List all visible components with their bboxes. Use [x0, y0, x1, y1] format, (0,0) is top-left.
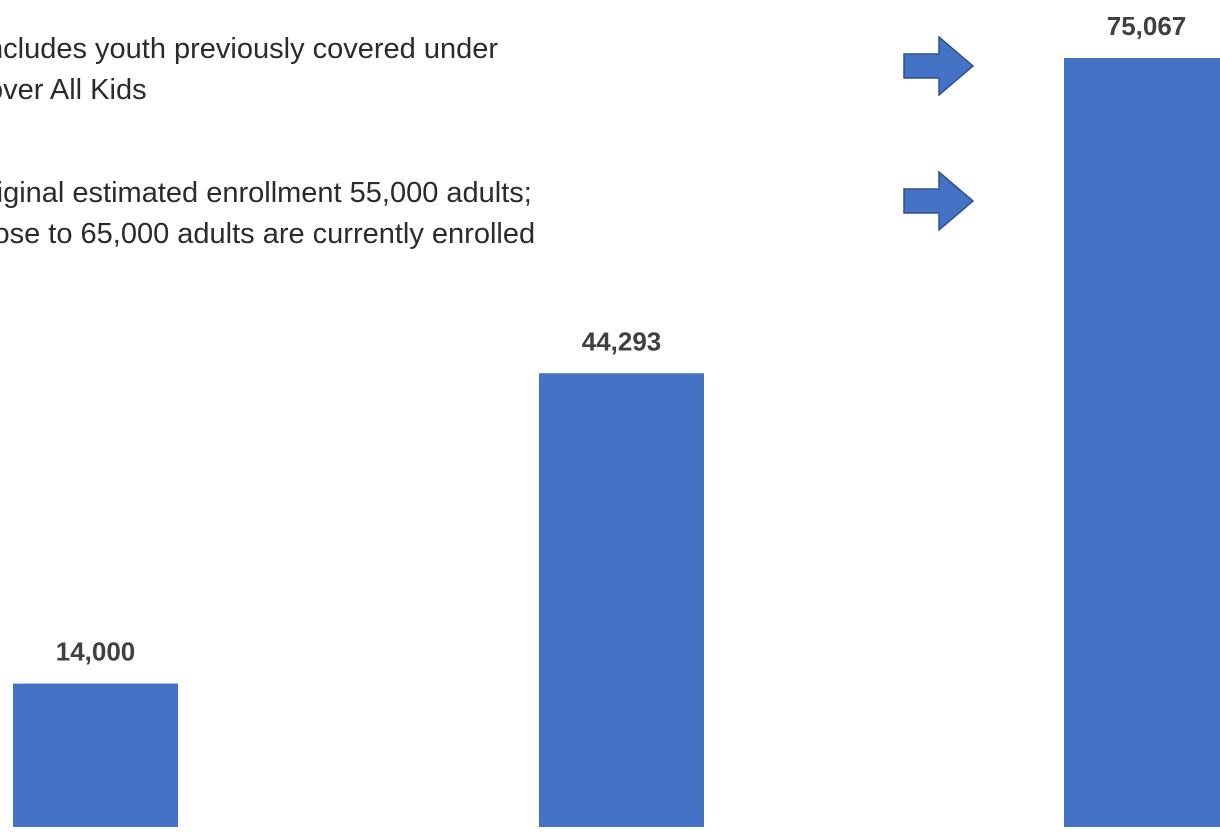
data-label-3: 75,067 [1107, 11, 1187, 41]
annotation-youth-coverage: ncludes youth previously covered under o… [0, 29, 498, 111]
data-label-2: 44,293 [582, 326, 662, 356]
annotation-adult-enrollment: riginal estimated enrollment 55,000 adul… [0, 173, 535, 255]
bar-1 [13, 683, 178, 827]
bar-3 [1064, 58, 1220, 827]
arrow-shape [903, 36, 975, 96]
data-label-1: 14,000 [56, 637, 136, 667]
annotation-line: ncludes youth previously covered under [0, 33, 499, 65]
right-arrow-icon [903, 36, 975, 96]
right-arrow-icon [903, 171, 975, 231]
arrow-shape [903, 171, 975, 231]
annotation-line: lose to 65,000 adults are currently enro… [0, 218, 536, 250]
annotation-line: riginal estimated enrollment 55,000 adul… [0, 177, 532, 209]
annotation-line: over All Kids [0, 74, 147, 106]
bar-2 [539, 373, 704, 827]
